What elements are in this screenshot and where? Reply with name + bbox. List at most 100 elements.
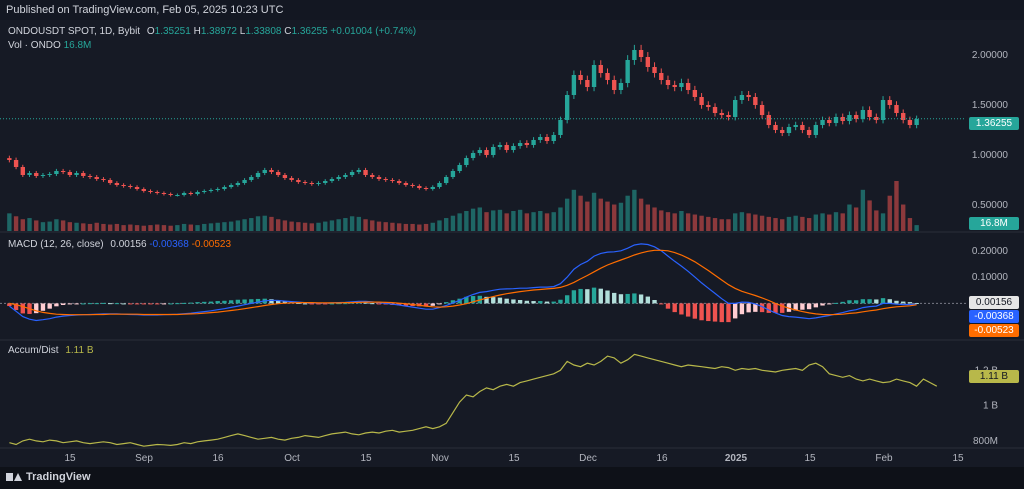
volume-bar	[477, 207, 482, 231]
candle	[282, 175, 288, 178]
volume-bar	[7, 213, 12, 231]
candle	[665, 80, 671, 85]
macd-histogram-bar	[840, 301, 845, 304]
candle	[262, 170, 267, 173]
candle	[457, 165, 462, 171]
volume-bar	[625, 195, 630, 231]
macd-hist-badge: 0.00156	[969, 296, 1019, 309]
macd-histogram-bar	[47, 303, 52, 309]
macd-histogram-bar	[672, 303, 677, 313]
macd-histogram-bar	[732, 303, 738, 319]
time-axis-tick: Nov	[431, 453, 449, 464]
volume-bar	[175, 225, 180, 231]
volume-bar	[732, 213, 738, 231]
volume-bar	[363, 219, 368, 231]
macd-axis-tick: 0.20000	[972, 246, 1009, 257]
volume-bar	[134, 225, 140, 231]
candle	[585, 80, 590, 87]
candle	[739, 95, 745, 100]
macd-histogram-bar	[880, 298, 886, 304]
macd-histogram-bar	[820, 303, 825, 306]
candle	[813, 125, 819, 135]
volume-bar	[806, 218, 812, 231]
candle	[491, 147, 496, 155]
macd-histogram-bar	[81, 303, 86, 305]
candle	[275, 172, 281, 175]
price-axis-tick: 1.50000	[972, 100, 1009, 111]
macd-histogram-bar	[645, 296, 651, 304]
macd-signal-badge: -0.00523	[969, 324, 1019, 337]
macd-histogram-bar	[800, 303, 805, 310]
candle	[860, 110, 866, 119]
volume-bar	[282, 220, 288, 231]
candle	[128, 186, 133, 187]
candle	[685, 83, 691, 90]
candle	[403, 183, 409, 185]
chart-area[interactable]: 2.00000 1.50000 1.00000 0.50000 0.20000 0.100…	[0, 20, 1024, 467]
volume-bar	[766, 216, 771, 231]
volume-bar	[27, 218, 32, 231]
volume-bar	[544, 213, 550, 231]
volume-bar	[302, 222, 308, 231]
candle	[806, 130, 812, 135]
candle	[564, 95, 570, 120]
ad-badge: 1.11 B	[969, 370, 1019, 383]
volume-bar	[107, 224, 113, 231]
macd-histogram-bar	[323, 303, 328, 305]
volume-bar	[605, 201, 610, 231]
macd-histogram-bar	[255, 298, 261, 304]
volume-bar	[242, 219, 247, 231]
macd-histogram-bar	[249, 299, 254, 304]
candle	[793, 125, 798, 127]
time-axis-tick: Sep	[135, 453, 153, 464]
volume-bar	[383, 222, 388, 231]
macd-histogram-bar	[719, 303, 724, 323]
candle	[840, 117, 845, 121]
candle	[67, 172, 73, 175]
volume-bar	[329, 220, 335, 231]
time-axis-tick: 15	[952, 453, 964, 464]
macd-histogram-bar	[847, 300, 852, 304]
volume-bar	[235, 220, 241, 231]
macd-histogram-bar	[907, 302, 913, 304]
macd-histogram-bar	[632, 293, 637, 304]
volume-value: 16.8M	[63, 40, 92, 51]
candle	[820, 120, 825, 125]
candle	[410, 185, 415, 186]
candle	[578, 75, 583, 80]
candle	[195, 192, 200, 194]
volume-bar	[712, 218, 718, 231]
macd-histogram-bar	[531, 301, 536, 304]
time-axis-tick: 15	[64, 453, 76, 464]
ad-legend: Accum/Dist 1.11 B	[8, 345, 94, 356]
volume-bar	[208, 223, 214, 231]
candle	[618, 83, 624, 90]
candle	[551, 135, 556, 141]
candle	[235, 183, 241, 185]
tradingview-logo[interactable]: TradingView	[6, 471, 91, 483]
macd-histogram-bar	[20, 303, 25, 314]
volume-legend: Vol · ONDO 16.8M	[8, 40, 91, 51]
macd-histogram-bar	[423, 303, 429, 307]
macd-histogram-bar	[336, 303, 341, 305]
macd-histogram-bar	[296, 302, 301, 304]
volume-bar	[820, 213, 825, 231]
candle	[363, 170, 368, 175]
macd-histogram-bar	[215, 301, 220, 304]
macd-histogram-bar	[773, 303, 778, 313]
volume-bar	[880, 213, 886, 231]
volume-bar	[121, 225, 126, 231]
symbol-label: ONDOUSDT SPOT, 1D, Bybit	[8, 26, 141, 37]
macd-histogram-bar	[54, 303, 59, 307]
volume-bar	[114, 223, 120, 231]
candle	[202, 191, 207, 192]
macd-histogram-bar	[437, 303, 442, 305]
macd-line-value: -0.00368	[149, 239, 189, 250]
macd-histogram-bar	[558, 299, 563, 304]
volume-bar	[34, 220, 39, 231]
macd-histogram-bar	[370, 303, 375, 305]
volume-bar	[551, 212, 556, 231]
macd-histogram-bar	[444, 302, 449, 304]
volume-bar	[437, 220, 442, 231]
ad-axis-tick: 800M	[973, 436, 998, 447]
